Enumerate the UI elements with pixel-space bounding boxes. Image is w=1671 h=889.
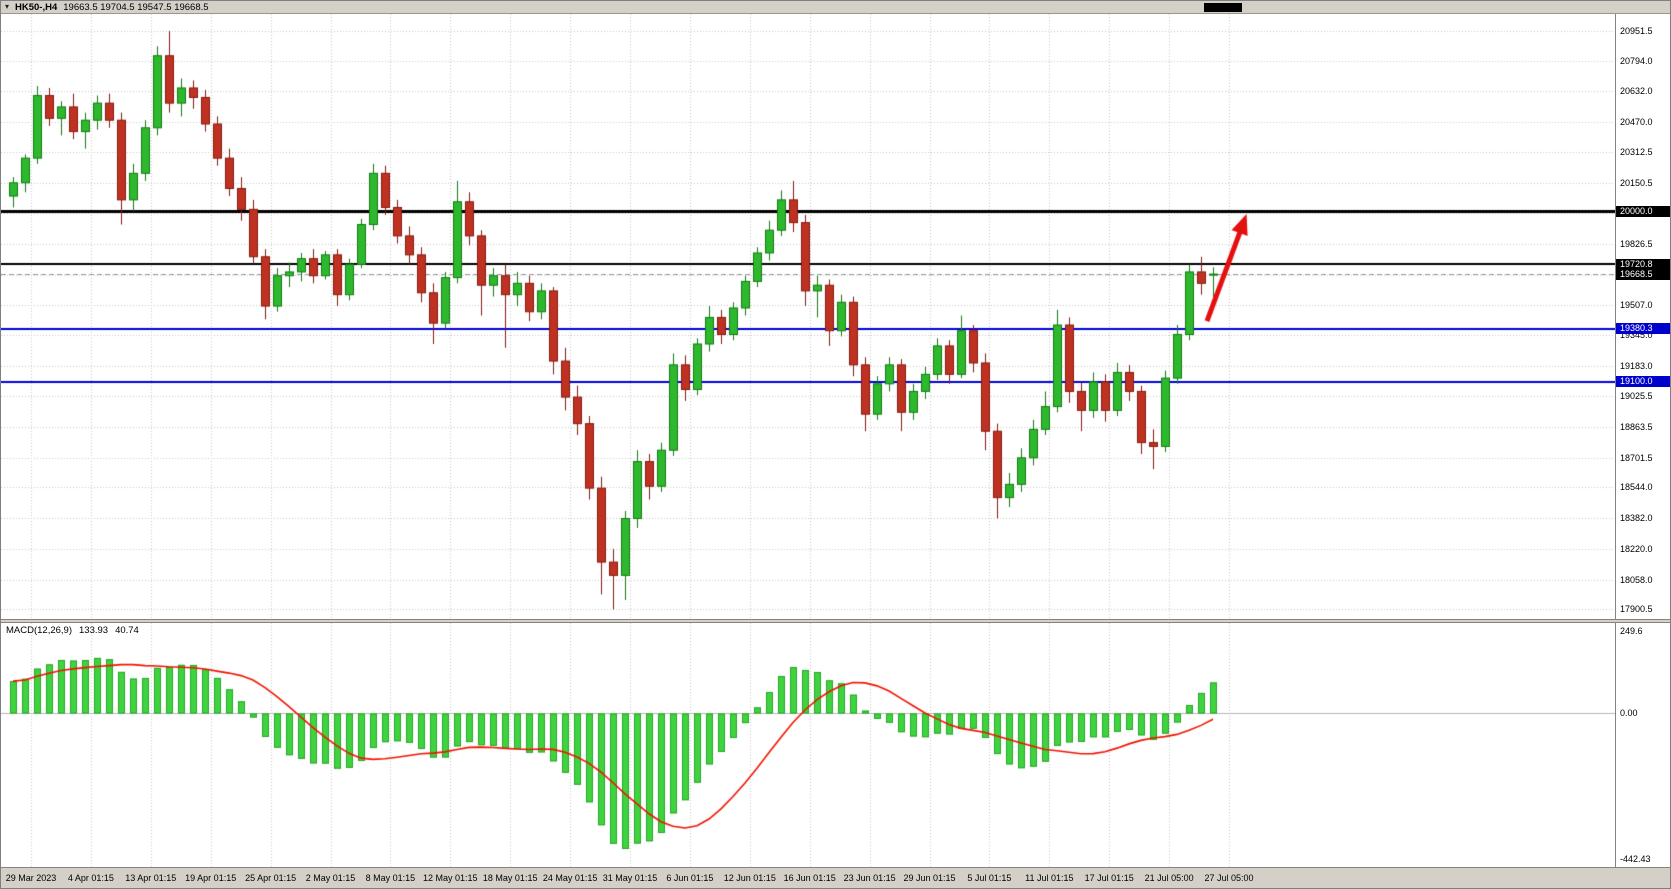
macd-value-main: 133.93 [79,625,109,636]
pane-splitter[interactable] [1,619,1670,623]
price-tick: 18382.0 [1620,513,1653,524]
date-label: 19 Apr 01:15 [185,873,237,883]
macd-tick: -442.43 [1620,854,1651,864]
price-tick: 18701.5 [1620,452,1653,463]
price-tick: 19183.0 [1620,361,1653,372]
macd-canvas[interactable] [1,623,1615,867]
price-tick: 19345.0 [1620,330,1653,341]
date-label: 11 Jul 01:15 [1025,873,1074,883]
date-label: 2 May 01:15 [305,873,356,883]
price-badge: 19380.3 [1616,323,1670,335]
date-label: 18 May 01:15 [482,873,538,883]
price-tick: 20470.0 [1620,117,1653,128]
price-tick: 20632.0 [1620,86,1653,97]
date-label: 31 May 01:15 [602,873,658,883]
date-label: 13 Apr 01:15 [125,873,177,883]
price-tick: 19826.5 [1620,239,1653,250]
price-tick: 18544.0 [1620,482,1653,493]
date-label: 5 Jul 01:15 [967,873,1012,883]
date-label: 25 Apr 01:15 [245,873,297,883]
date-label: 17 Jul 01:15 [1084,873,1134,883]
macd-tick: 0.00 [1620,708,1638,719]
macd-tick: 249.6 [1620,626,1643,636]
price-axis[interactable]: 20951.5 20794.0 20632.0 20470.0 20312.5 20150… [1615,14,1670,867]
symbol-timeframe-label: HK50-,H4 [15,1,58,13]
price-tick: 18863.5 [1620,421,1653,432]
price-tick: 20951.5 [1620,25,1653,36]
date-label: 12 May 01:15 [423,873,478,883]
date-label: 8 May 01:15 [365,873,416,883]
date-label: 16 Jun 01:15 [783,873,836,883]
price-badge: 19720.8 [1616,258,1670,270]
price-badge: 19668.5 [1616,268,1670,280]
price-tick: 17900.5 [1620,604,1653,615]
date-label: 27 Jul 05:00 [1204,873,1254,883]
chart-header: ▾ HK50-,H4 19663.5 19704.5 19547.5 19668… [1,1,1670,14]
price-badge: 19100.0 [1616,376,1670,388]
macd-label-group: MACD(12,26,9) 133.93 40.74 [6,625,139,636]
one-click-trading-icon[interactable]: ▾ [5,2,10,11]
macd-value-signal: 40.74 [115,625,139,636]
macd-indicator-label: MACD(12,26,9) [6,625,72,636]
price-tick: 20794.0 [1620,55,1653,66]
date-label: 6 Jun 01:15 [666,873,714,883]
price-tick: 18058.0 [1620,574,1653,585]
date-label: 23 Jun 01:15 [843,873,896,883]
date-label: 29 Mar 2023 [5,873,57,883]
date-label: 12 Jun 01:15 [723,873,776,883]
date-label: 29 Jun 01:15 [903,873,956,883]
price-tick: 20150.5 [1620,177,1653,188]
price-tick: 19025.5 [1620,391,1653,402]
ohlc-values: 19663.5 19704.5 19547.5 19668.5 [63,1,209,13]
date-label: 21 Jul 05:00 [1144,873,1194,883]
time-axis[interactable]: 29 Mar 2023 4 Apr 01:15 13 Apr 01:15 19 Apr… [1,867,1670,888]
price-tick: 20312.5 [1620,146,1653,157]
main-chart-canvas[interactable] [1,14,1615,619]
price-tick: 18220.0 [1620,543,1653,554]
price-tick: 19507.0 [1620,299,1653,310]
date-label: 24 May 01:15 [542,873,598,883]
date-label: 4 Apr 01:15 [67,873,114,883]
price-badge: 20000.0 [1616,205,1670,217]
chart-shift-marker [1204,3,1242,12]
